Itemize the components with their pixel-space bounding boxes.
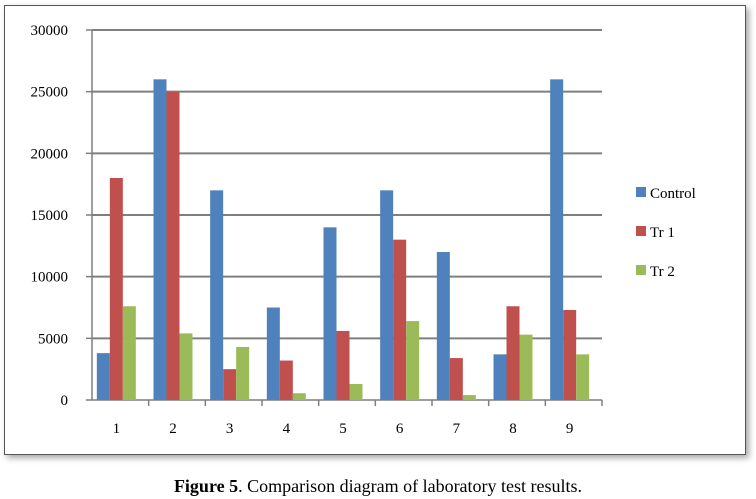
bar-tr-2 (576, 354, 590, 400)
bar-control (436, 252, 450, 400)
figure-caption: Figure 5. Comparison diagram of laborato… (0, 476, 756, 497)
bar-tr-1 (223, 369, 237, 400)
x-tick-label: 6 (396, 421, 404, 437)
bar-tr-1 (506, 306, 520, 400)
bar-tr-2 (122, 306, 136, 400)
legend-label: Tr 1 (650, 225, 675, 241)
bar-tr-2 (406, 321, 420, 400)
bar-tr-2 (519, 334, 533, 400)
bar-tr-1 (336, 330, 350, 400)
legend: Control Tr 1 Tr 2 (602, 168, 744, 280)
figure-label: Figure 5 (173, 476, 239, 496)
y-tick-label: 10000 (31, 270, 69, 286)
bar-tr-1 (563, 309, 577, 400)
bar-tr-2 (179, 333, 193, 400)
bar-tr-1 (166, 91, 180, 401)
y-tick-label: 20000 (31, 146, 69, 162)
bar-tr-1 (449, 358, 463, 400)
bar-tr-1 (109, 178, 123, 400)
y-tick-label: 0 (61, 393, 69, 409)
legend-swatch (636, 265, 646, 275)
figure-caption-text: . Comparison diagram of laboratory test … (238, 476, 583, 496)
bar-control (493, 354, 507, 400)
x-tick-label: 2 (169, 421, 177, 437)
bar-tr-2 (236, 346, 250, 400)
x-tick-label: 8 (509, 421, 517, 437)
legend-label: Tr 2 (650, 264, 675, 280)
bar-tr-2 (292, 393, 306, 400)
y-tick-label: 15000 (31, 208, 69, 224)
bar-chart: 0 5000 10000 15000 20000 25000 30000 1 2 3 4 5 6 7 8 9… (30, 23, 744, 437)
bar-control (266, 307, 280, 400)
legend-label: Control (650, 186, 696, 202)
x-tick-label: 7 (453, 421, 461, 437)
x-tick-label: 1 (113, 421, 121, 437)
bar-tr-1 (393, 239, 407, 400)
x-tick-label: 4 (283, 421, 291, 437)
legend-box (602, 168, 744, 278)
bar-control (153, 79, 167, 400)
legend-swatch (636, 226, 646, 236)
bar-control (550, 79, 564, 400)
x-tick-label: 3 (226, 421, 234, 437)
x-tick-label: 5 (339, 421, 347, 437)
y-tick-label: 25000 (31, 85, 69, 101)
y-tick-label: 30000 (31, 23, 69, 39)
bar-control (210, 190, 224, 400)
bar-control (96, 353, 110, 400)
x-tick-labels: 1 2 3 4 5 6 7 8 9 (113, 421, 574, 437)
x-tick-label: 9 (566, 421, 574, 437)
bar-control (380, 190, 394, 400)
legend-swatch (636, 187, 646, 197)
bars (96, 79, 590, 401)
y-tick-labels: 0 5000 10000 15000 20000 25000 30000 (31, 23, 69, 409)
y-tick-label: 5000 (38, 331, 68, 347)
bar-tr-2 (349, 383, 363, 400)
bar-tr-2 (462, 395, 476, 400)
bar-control (323, 227, 337, 400)
bar-tr-1 (279, 360, 293, 400)
